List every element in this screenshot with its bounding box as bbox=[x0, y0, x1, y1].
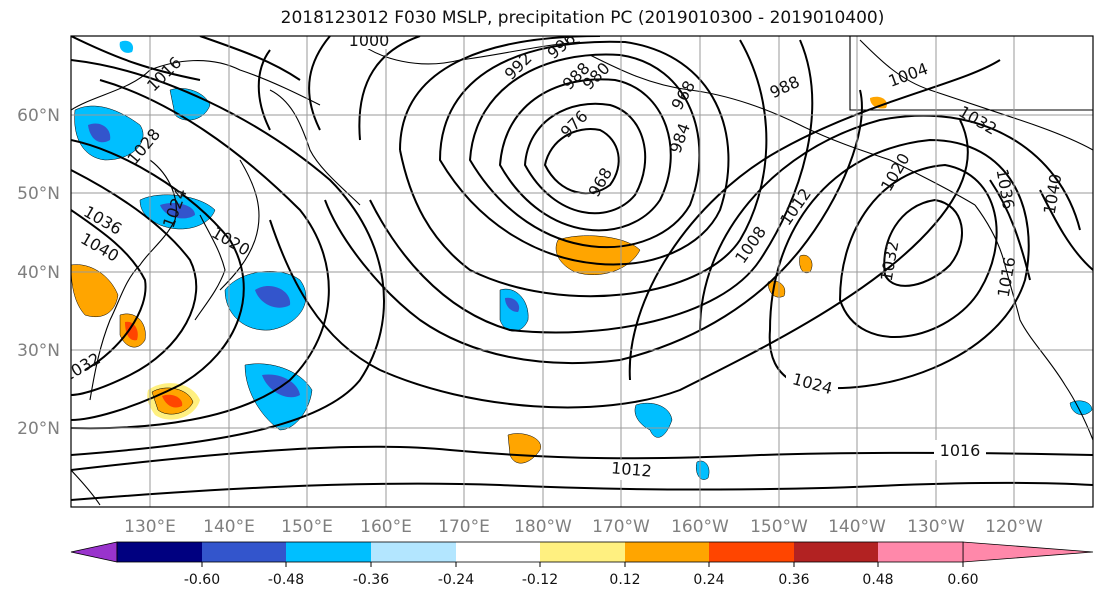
colorbar-segment bbox=[117, 542, 202, 562]
coastlines bbox=[71, 36, 1093, 506]
lon-label: 180°W bbox=[514, 517, 572, 537]
precip-anomaly-blue bbox=[74, 40, 1093, 480]
lon-label: 140°E bbox=[203, 517, 255, 537]
colorbar-tick-label: -0.60 bbox=[184, 572, 220, 588]
lon-label: 130°E bbox=[124, 517, 176, 537]
precip-anomaly-orange bbox=[71, 96, 887, 464]
colorbar-ticks bbox=[201, 562, 964, 567]
lat-label: 40°N bbox=[17, 263, 60, 283]
colorbar-tick-label: 0.48 bbox=[862, 572, 893, 588]
colorbar-segment bbox=[202, 542, 286, 562]
colorbar-tick-label: 0.12 bbox=[609, 572, 640, 588]
colorbar-tick-label: 0.36 bbox=[778, 572, 809, 588]
lat-label: 20°N bbox=[17, 419, 60, 439]
colorbar-tick-label: -0.36 bbox=[353, 572, 389, 588]
isobars bbox=[71, 36, 1093, 501]
page-title: 2018123012 F030 MSLP, precipitation PC (… bbox=[280, 8, 885, 28]
colorbar-tick-label: -0.48 bbox=[268, 572, 304, 588]
isobar-label: 1000 bbox=[349, 31, 390, 50]
colorbar-segment bbox=[371, 542, 456, 562]
lon-label: 170°W bbox=[592, 517, 650, 537]
colorbar-tick-label: 0.60 bbox=[947, 572, 978, 588]
map-frame bbox=[70, 35, 1094, 508]
colorbar-segment bbox=[709, 542, 794, 562]
isobar-label: 1012 bbox=[610, 458, 652, 480]
lon-label: 160°E bbox=[360, 517, 412, 537]
colorbar-segment bbox=[625, 542, 709, 562]
colorbar-tick-label: -0.24 bbox=[438, 572, 474, 588]
colorbar: -0.60 -0.48 -0.36 -0.24 -0.12 0.12 0.24 … bbox=[70, 541, 1094, 588]
lon-label: 170°E bbox=[438, 517, 490, 537]
lon-label: 150°W bbox=[750, 517, 808, 537]
lon-label: 120°W bbox=[985, 517, 1043, 537]
colorbar-segment bbox=[456, 542, 540, 562]
colorbar-segment bbox=[540, 542, 625, 562]
lon-label: 140°W bbox=[828, 517, 886, 537]
latitude-labels: 60°N 50°N 40°N 30°N 20°N bbox=[17, 106, 60, 439]
graticule bbox=[71, 36, 1093, 507]
isobar-label: 1016 bbox=[940, 441, 981, 460]
colorbar-extend-right bbox=[962, 541, 1094, 563]
longitude-labels: 130°E 140°E 150°E 160°E 170°E 180°W 170°… bbox=[124, 517, 1043, 537]
lon-label: 130°W bbox=[907, 517, 965, 537]
colorbar-segment bbox=[794, 542, 878, 562]
lat-label: 50°N bbox=[17, 184, 60, 204]
colorbar-tick-label: 0.24 bbox=[693, 572, 724, 588]
colorbar-segment bbox=[878, 542, 963, 562]
lat-label: 30°N bbox=[17, 341, 60, 361]
lon-label: 150°E bbox=[281, 517, 333, 537]
colorbar-segment bbox=[286, 542, 371, 562]
colorbar-tick-label: -0.12 bbox=[522, 572, 558, 588]
lat-label: 60°N bbox=[17, 106, 60, 126]
lon-label: 160°W bbox=[671, 517, 729, 537]
colorbar-extend-left bbox=[70, 541, 118, 563]
